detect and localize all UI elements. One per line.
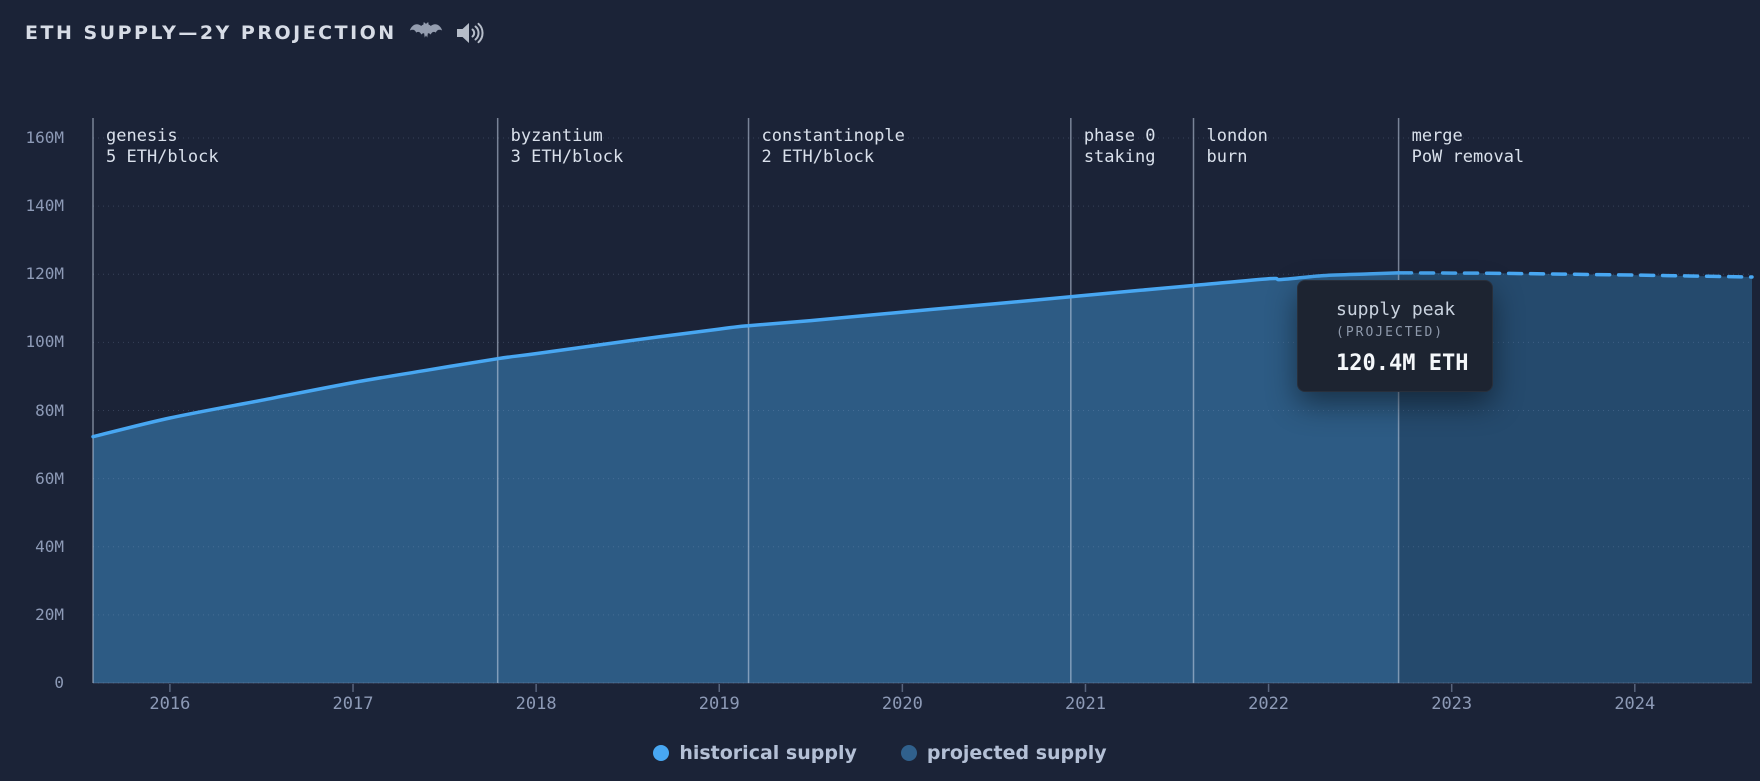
bat-icon <box>409 21 443 45</box>
legend-dot-historical <box>653 745 670 761</box>
legend-label-projected: projected supply <box>926 742 1107 764</box>
historical-area[interactable] <box>93 272 1399 683</box>
legend: historical supply projected supply <box>0 742 1760 764</box>
speaker-icon[interactable] <box>455 20 485 46</box>
historical-line[interactable] <box>91 271 1401 439</box>
tooltip-subtitle: (PROJECTED) <box>1336 325 1445 340</box>
legend-dot-projected <box>900 745 917 761</box>
tooltip-title: supply peak <box>1336 299 1456 320</box>
legend-item-historical[interactable]: historical supply <box>653 742 857 764</box>
supply-peak-tooltip: supply peak (PROJECTED) 120.4M ETH <box>1297 280 1493 392</box>
header: ETH SUPPLY—2Y PROJECTION <box>25 20 485 46</box>
projected-line[interactable] <box>1396 271 1754 279</box>
legend-item-projected[interactable]: projected supply <box>900 742 1107 764</box>
legend-label-historical: historical supply <box>679 742 857 764</box>
tooltip-value: 120.4M ETH <box>1336 351 1469 376</box>
page-title: ETH SUPPLY—2Y PROJECTION <box>25 22 397 44</box>
